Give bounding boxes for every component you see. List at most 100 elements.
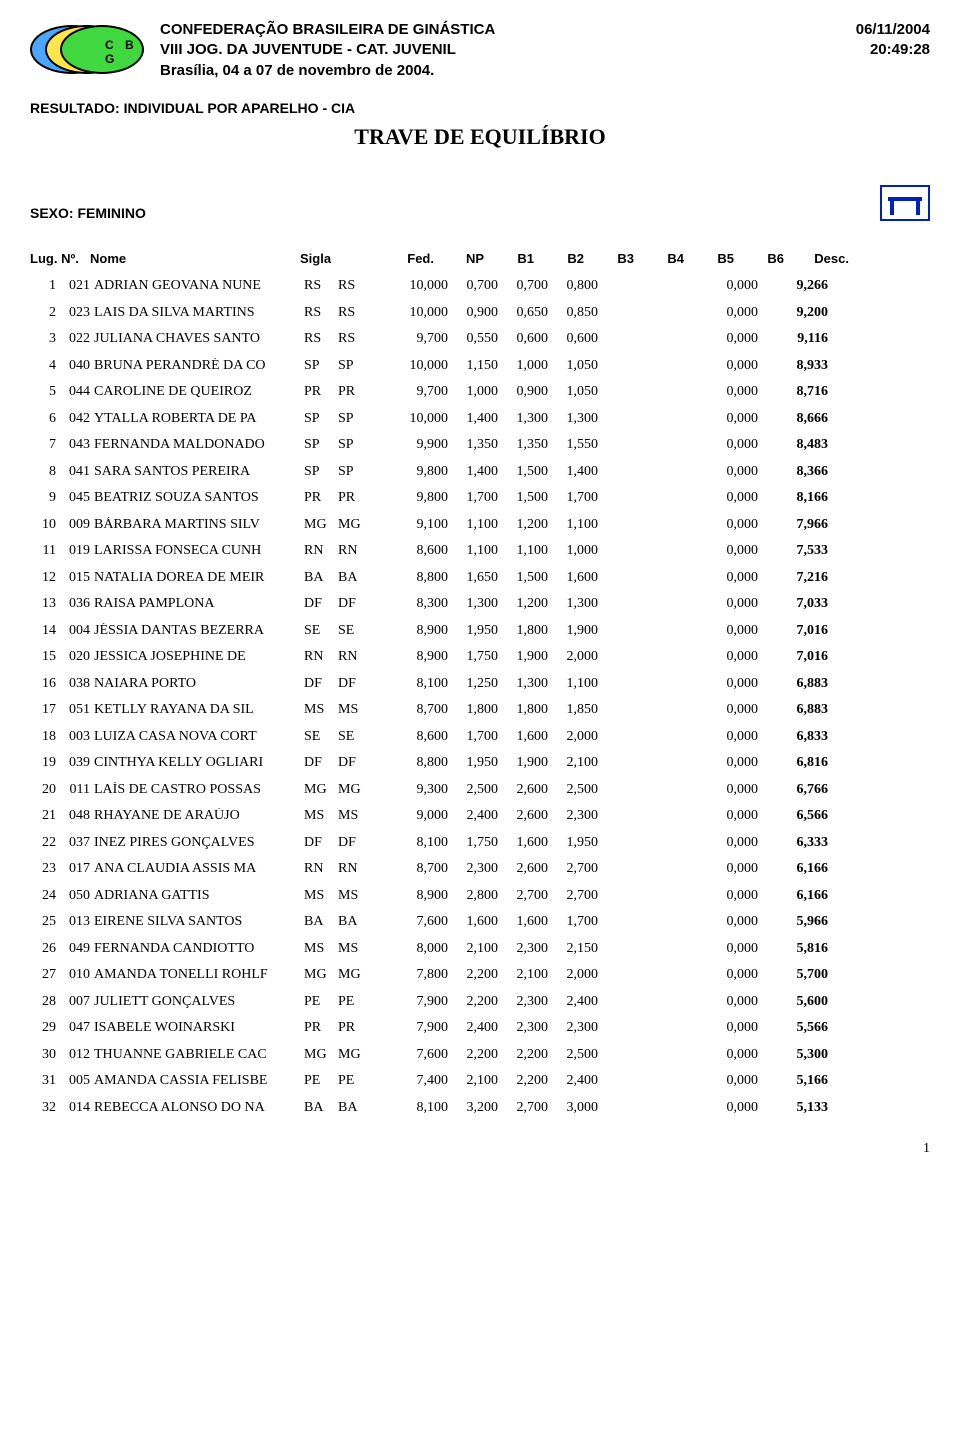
- cell-nome: LARISSA FONSECA CUNH: [94, 543, 304, 559]
- cell-desc: 7,033: [758, 596, 828, 612]
- cell-np: 9,000: [388, 808, 448, 824]
- hdr-lug: Lug.: [30, 251, 57, 266]
- cell-b2: 1,350: [498, 437, 548, 453]
- cell-b6: 0,000: [698, 702, 758, 718]
- cell-b2: 2,600: [498, 861, 548, 877]
- cell-sigla: DF: [304, 755, 338, 771]
- cell-no: 048: [56, 808, 94, 824]
- table-row: 4040BRUNA PERANDRÉ DA COSPSP10,0001,1501…: [30, 358, 930, 374]
- cell-sigla: DF: [304, 596, 338, 612]
- cell-lug: 6: [30, 411, 56, 427]
- cell-lug: 2: [30, 305, 56, 321]
- cell-np: 8,700: [388, 861, 448, 877]
- table-row: 21048RHAYANE DE ARAÚJOMSMS9,0002,4002,60…: [30, 808, 930, 824]
- cell-b6: 0,000: [698, 676, 758, 692]
- cell-b3: 1,550: [548, 437, 598, 453]
- cell-b6: 0,000: [698, 305, 758, 321]
- sexo-row: SEXO: FEMININO: [30, 185, 930, 221]
- table-row: 20011LAÍS DE CASTRO POSSASMGMG9,3002,500…: [30, 782, 930, 798]
- cell-fed: SE: [338, 729, 388, 745]
- cell-lug: 13: [30, 596, 56, 612]
- cell-lug: 21: [30, 808, 56, 824]
- cell-nome: RHAYANE DE ARAÚJO: [94, 808, 304, 824]
- cell-b3: 2,300: [548, 1020, 598, 1036]
- cell-nome: AMANDA CASSIA FELISBE: [94, 1073, 304, 1089]
- cell-lug: 29: [30, 1020, 56, 1036]
- cell-nome: SARA SANTOS PEREIRA: [94, 464, 304, 480]
- cell-b6: 0,000: [698, 1100, 758, 1116]
- cell-fed: PR: [338, 490, 388, 506]
- cell-sigla: RS: [304, 331, 338, 347]
- cell-desc: 9,116: [758, 331, 828, 347]
- hdr-b6: B6: [734, 251, 784, 266]
- cell-sigla: DF: [304, 835, 338, 851]
- cell-b3: 1,050: [548, 358, 598, 374]
- cell-desc: 5,300: [758, 1047, 828, 1063]
- cell-b2: 1,900: [498, 755, 548, 771]
- hdr-b4: B4: [634, 251, 684, 266]
- cell-fed: DF: [338, 676, 388, 692]
- table-row: 1021ADRIAN GEOVANA NUNERSRS10,0000,7000,…: [30, 278, 930, 294]
- cell-b1: 0,900: [448, 305, 498, 321]
- cell-nome: ANA CLAUDIA ASSIS MA: [94, 861, 304, 877]
- cell-no: 003: [56, 729, 94, 745]
- cell-b6: 0,000: [698, 835, 758, 851]
- table-row: 3022JULIANA CHAVES SANTORSRS9,7000,5500,…: [30, 331, 930, 347]
- cell-b1: 1,750: [448, 835, 498, 851]
- cell-b6: 0,000: [698, 411, 758, 427]
- table-row: 9045BEATRIZ SOUZA SANTOSPRPR9,8001,7001,…: [30, 490, 930, 506]
- cell-b6: 0,000: [698, 1073, 758, 1089]
- cell-b6: 0,000: [698, 941, 758, 957]
- cell-sigla: SP: [304, 358, 338, 374]
- cell-desc: 7,216: [758, 570, 828, 586]
- cell-b2: 0,900: [498, 384, 548, 400]
- cell-lug: 8: [30, 464, 56, 480]
- cell-b2: 1,500: [498, 490, 548, 506]
- cell-b1: 2,100: [448, 941, 498, 957]
- cell-b3: 2,000: [548, 729, 598, 745]
- cell-b1: 2,400: [448, 808, 498, 824]
- cell-desc: 6,883: [758, 702, 828, 718]
- cell-lug: 32: [30, 1100, 56, 1116]
- cell-b2: 2,200: [498, 1073, 548, 1089]
- cell-nome: EIRENE SILVA SANTOS: [94, 914, 304, 930]
- cell-desc: 6,333: [758, 835, 828, 851]
- table-row: 2023LAIS DA SILVA MARTINSRSRS10,0000,900…: [30, 305, 930, 321]
- cell-np: 7,600: [388, 1047, 448, 1063]
- cell-desc: 8,366: [758, 464, 828, 480]
- cell-b3: 2,700: [548, 888, 598, 904]
- cell-b3: 2,100: [548, 755, 598, 771]
- table-row: 15020JESSICA JOSEPHINE DERNRN8,9001,7501…: [30, 649, 930, 665]
- cell-b1: 1,400: [448, 464, 498, 480]
- cell-fed: PE: [338, 994, 388, 1010]
- cell-np: 8,100: [388, 1100, 448, 1116]
- cell-b1: 2,200: [448, 1047, 498, 1063]
- cell-np: 8,800: [388, 570, 448, 586]
- cell-lug: 11: [30, 543, 56, 559]
- cell-b2: 1,200: [498, 517, 548, 533]
- cell-b3: 2,500: [548, 1047, 598, 1063]
- cell-b6: 0,000: [698, 861, 758, 877]
- org-name: CONFEDERAÇÃO BRASILEIRA DE GINÁSTICA: [160, 20, 856, 40]
- cell-desc: 9,200: [758, 305, 828, 321]
- cell-desc: 8,716: [758, 384, 828, 400]
- cell-fed: MG: [338, 517, 388, 533]
- table-row: 28007JULIETT GONÇALVESPEPE7,9002,2002,30…: [30, 994, 930, 1010]
- cell-b1: 1,000: [448, 384, 498, 400]
- cell-lug: 20: [30, 782, 56, 798]
- cell-desc: 7,966: [758, 517, 828, 533]
- cell-b3: 1,700: [548, 490, 598, 506]
- cell-sigla: MG: [304, 967, 338, 983]
- cell-np: 10,000: [388, 411, 448, 427]
- cell-desc: 5,966: [758, 914, 828, 930]
- cell-b6: 0,000: [698, 1020, 758, 1036]
- cell-b3: 1,950: [548, 835, 598, 851]
- cell-np: 10,000: [388, 278, 448, 294]
- cell-b6: 0,000: [698, 331, 758, 347]
- cell-desc: 8,666: [758, 411, 828, 427]
- cell-nome: CINTHYA KELLY OGLIARI: [94, 755, 304, 771]
- cell-b1: 1,400: [448, 411, 498, 427]
- cell-np: 10,000: [388, 358, 448, 374]
- cell-sigla: MG: [304, 1047, 338, 1063]
- cell-sigla: BA: [304, 570, 338, 586]
